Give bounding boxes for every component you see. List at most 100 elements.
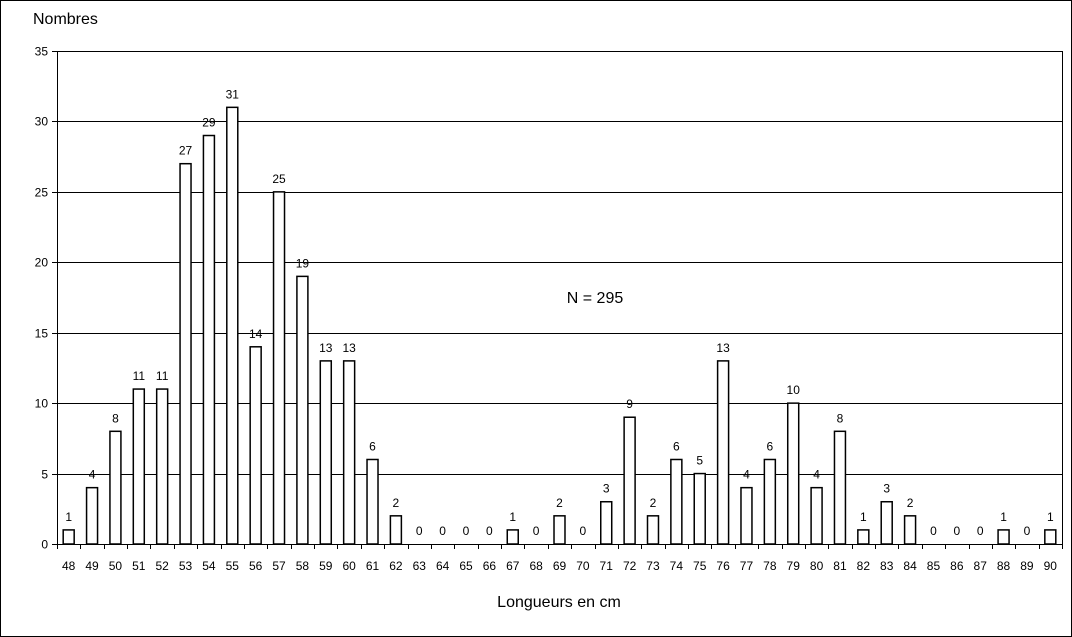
- x-tick-label-48: 48: [62, 559, 76, 573]
- bar-62: [389, 515, 403, 545]
- bar-55: [226, 106, 239, 545]
- bar-72: [623, 416, 636, 545]
- bar-73: [646, 515, 660, 545]
- bar-83: [880, 500, 893, 545]
- data-label-79: 10: [787, 383, 801, 397]
- x-tick-label-65: 65: [459, 559, 473, 573]
- x-axis-title: Longueurs en cm: [497, 594, 621, 611]
- axes: [57, 51, 1063, 545]
- data-label-60: 13: [342, 341, 356, 355]
- data-label-49: 4: [89, 468, 96, 482]
- data-label-55: 31: [226, 87, 240, 101]
- data-label-73: 2: [650, 496, 657, 510]
- data-label-56: 14: [249, 327, 263, 341]
- x-tick-label-86: 86: [950, 559, 964, 573]
- bar-81: [833, 430, 847, 545]
- bar-77: [740, 486, 753, 545]
- x-tick-label-75: 75: [693, 559, 707, 573]
- x-tick-label-72: 72: [623, 559, 637, 573]
- x-tick-label-58: 58: [296, 559, 310, 573]
- bar-60: [342, 360, 356, 545]
- bar-88: [997, 529, 1010, 545]
- data-label-51: 11: [133, 369, 146, 383]
- x-tick-label-73: 73: [646, 559, 660, 573]
- data-label-89: 0: [1024, 524, 1031, 538]
- bar-80: [810, 486, 823, 545]
- bar-53: [179, 162, 192, 545]
- bar-50: [109, 430, 122, 545]
- bar-61: [366, 458, 379, 545]
- data-label-74: 6: [673, 439, 680, 453]
- data-label-70: 0: [580, 524, 587, 538]
- x-tick-label-70: 70: [576, 559, 590, 573]
- data-label-78: 6: [767, 439, 774, 453]
- y-tick-label-6: 30: [35, 115, 49, 129]
- x-tick-label-61: 61: [366, 559, 380, 573]
- bar-79: [786, 402, 800, 545]
- x-tick-label-62: 62: [389, 559, 403, 573]
- y-tick-label-1: 5: [41, 468, 48, 482]
- data-label-86: 0: [953, 524, 960, 538]
- data-label-90: 1: [1047, 510, 1054, 524]
- data-label-69: 2: [556, 496, 563, 510]
- x-tick-label-76: 76: [716, 559, 730, 573]
- y-tick-label-4: 20: [35, 256, 49, 270]
- data-label-75: 5: [696, 454, 703, 468]
- data-label-71: 3: [603, 482, 610, 496]
- data-label-48: 1: [65, 510, 72, 524]
- bar-51: [132, 388, 146, 545]
- x-tick-label-87: 87: [974, 559, 988, 573]
- bar-54: [202, 134, 216, 545]
- x-tick-label-88: 88: [997, 559, 1011, 573]
- bar-78: [763, 458, 777, 545]
- x-tick-label-63: 63: [413, 559, 427, 573]
- data-label-72: 9: [626, 397, 633, 411]
- data-label-59: 13: [319, 341, 333, 355]
- x-tick-label-84: 84: [903, 559, 917, 573]
- x-tick-label-53: 53: [179, 559, 193, 573]
- x-axis-ticks: 48 49 50 51 52 53 54 55 56 57 58 59 60 61 62 63 64 65 66 67…: [57, 544, 1063, 573]
- data-label-53: 27: [179, 144, 193, 158]
- bar-58: [296, 275, 309, 545]
- x-tick-label-64: 64: [436, 559, 450, 573]
- bar-56: [249, 346, 262, 545]
- x-tick-label-80: 80: [810, 559, 824, 573]
- data-label-83: 3: [883, 482, 890, 496]
- x-tick-label-77: 77: [740, 559, 754, 573]
- data-label-66: 0: [486, 524, 493, 538]
- x-tick-label-52: 52: [155, 559, 169, 573]
- data-label-65: 0: [463, 524, 470, 538]
- x-tick-label-82: 82: [857, 559, 871, 573]
- data-label-87: 0: [977, 524, 984, 538]
- y-axis-ticks: 0 5 10 15 20 25 30 35: [35, 45, 57, 552]
- data-label-61: 6: [369, 439, 376, 453]
- x-tick-label-89: 89: [1020, 559, 1034, 573]
- data-label-63: 0: [416, 524, 423, 538]
- n-annotation: N = 295: [567, 290, 624, 307]
- data-label-50: 8: [112, 411, 119, 425]
- data-label-58: 19: [296, 256, 310, 270]
- x-tick-label-59: 59: [319, 559, 333, 573]
- data-label-68: 0: [533, 524, 540, 538]
- x-tick-label-66: 66: [483, 559, 497, 573]
- x-tick-label-50: 50: [109, 559, 123, 573]
- x-tick-label-68: 68: [529, 559, 543, 573]
- x-tick-label-54: 54: [202, 559, 216, 573]
- bar-90: [1044, 529, 1057, 545]
- y-axis-title: Nombres: [33, 11, 98, 28]
- x-tick-label-51: 51: [132, 559, 146, 573]
- y-tick-label-3: 15: [35, 327, 49, 341]
- x-tick-label-81: 81: [833, 559, 847, 573]
- x-tick-label-69: 69: [553, 559, 567, 573]
- data-label-81: 8: [837, 411, 844, 425]
- bar-74: [670, 458, 683, 545]
- y-tick-label-2: 10: [35, 397, 49, 411]
- data-label-52: 11: [156, 369, 169, 383]
- data-label-80: 4: [813, 468, 820, 482]
- x-tick-label-67: 67: [506, 559, 520, 573]
- bar-49: [85, 486, 99, 545]
- bar-69: [553, 515, 566, 545]
